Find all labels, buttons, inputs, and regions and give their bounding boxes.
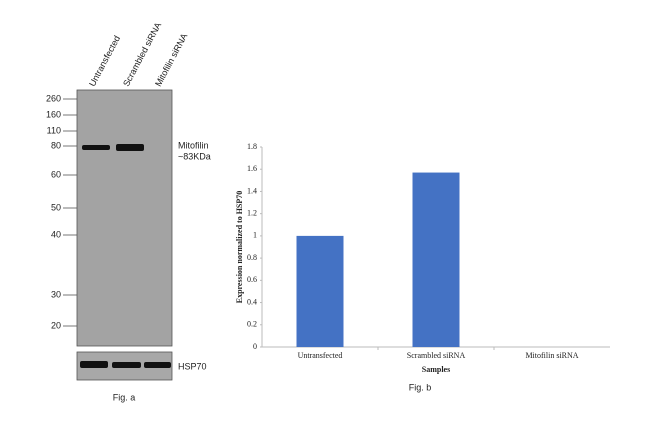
band <box>80 361 108 368</box>
marker-label: 60 <box>51 169 61 179</box>
y-tick-label: 0.8 <box>247 253 257 262</box>
lane-label: Mitofilin siRNA <box>153 32 189 88</box>
y-tick-label: 1.6 <box>247 164 257 173</box>
target-size: ~83KDa <box>178 151 211 161</box>
y-tick-label: 0.4 <box>247 297 257 306</box>
y-axis-label: Expression normalized to HSP70 <box>235 191 244 304</box>
band <box>116 144 144 151</box>
target-label: Mitofilin <box>178 140 209 150</box>
marker-label: 30 <box>51 289 61 299</box>
marker-label: 50 <box>51 202 61 212</box>
marker-label: 260 <box>46 93 61 103</box>
marker-label: 110 <box>47 125 61 135</box>
y-tick-label: 1.2 <box>247 208 257 217</box>
blot-membrane <box>76 89 173 347</box>
band <box>82 145 110 150</box>
y-tick-label: 0 <box>253 342 257 351</box>
marker-label: 80 <box>51 140 61 150</box>
bar <box>412 172 460 347</box>
x-tick-label: Scrambled siRNA <box>407 351 466 360</box>
caption: Fig. b <box>409 382 432 392</box>
y-tick-label: 0.6 <box>247 275 257 284</box>
y-tick-label: 1 <box>253 231 257 240</box>
x-tick-label: Untransfected <box>298 351 343 360</box>
y-tick-label: 1.4 <box>247 186 257 195</box>
band <box>112 362 141 368</box>
lane-label: Untransfected <box>87 34 122 88</box>
marker-label: 160 <box>46 109 61 119</box>
band <box>144 362 171 368</box>
y-tick-label: 0.2 <box>247 320 257 329</box>
marker-label: 20 <box>51 320 61 330</box>
marker-label: 40 <box>51 229 61 239</box>
bar <box>296 235 344 347</box>
caption: Fig. a <box>113 392 136 402</box>
loading-label: HSP70 <box>178 361 207 371</box>
x-tick-label: Mitofilin siRNA <box>525 351 578 360</box>
y-tick-label: 1.8 <box>247 142 257 151</box>
x-axis-label: Samples <box>422 365 450 374</box>
